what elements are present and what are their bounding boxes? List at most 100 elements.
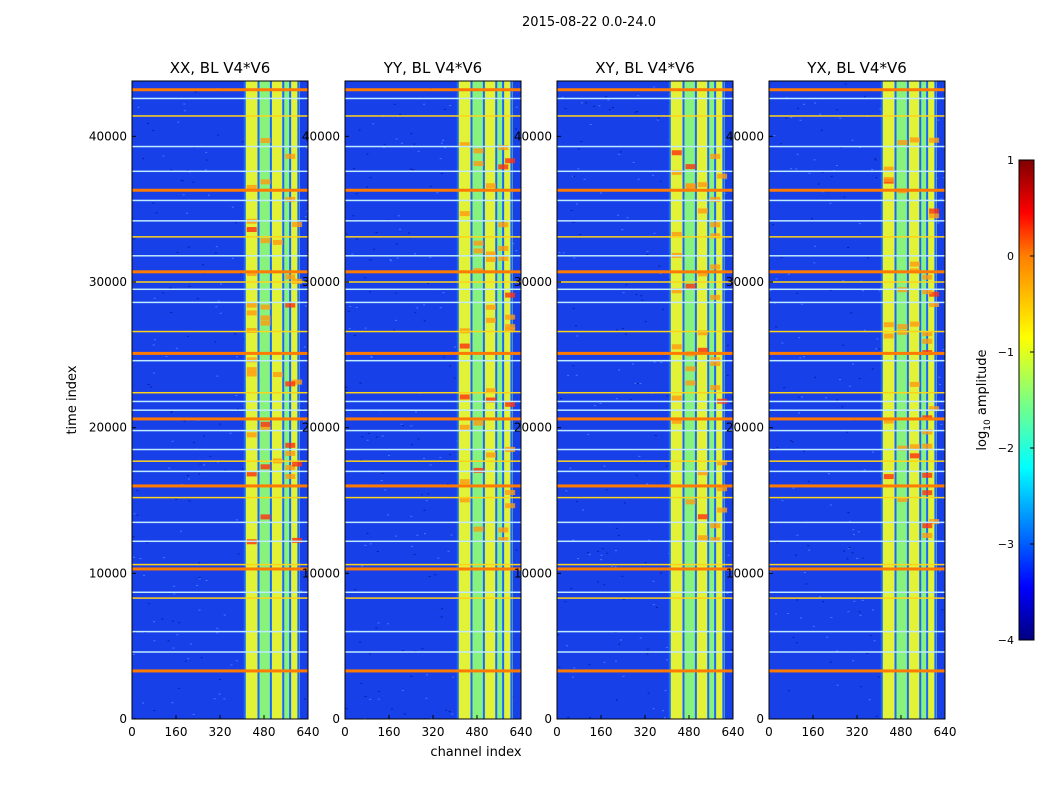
noise-pixel [512,496,515,498]
noise-pixel [410,133,413,135]
noise-pixel [411,444,414,446]
noise-pixel [635,294,638,296]
noise-pixel [203,435,206,437]
noise-pixel [386,623,389,625]
noise-pixel [607,99,610,101]
noise-pixel [364,277,367,279]
noise-pixel [401,649,404,651]
noise-pixel [938,570,941,572]
flagged-row [132,391,308,394]
noise-pixel [614,631,617,633]
flagged-row [132,496,308,499]
band-hotspot [505,489,516,495]
noise-pixel [599,402,602,404]
noise-pixel [611,107,614,109]
flagged-row [557,391,733,394]
noise-pixel [145,542,148,544]
y-tick-label: 10000 [726,566,764,580]
flagged-row [557,97,733,100]
noise-pixel [137,106,140,108]
band-hotspot [929,291,940,297]
noise-pixel [169,287,172,289]
noise-pixel [839,147,842,149]
flagged-row [132,417,308,421]
noise-pixel [788,690,791,692]
noise-pixel [632,363,635,365]
noise-pixel [205,151,208,153]
band-hotspot [505,324,516,330]
band-hotspot [671,288,682,294]
noise-pixel [779,143,782,145]
noise-pixel [375,232,378,234]
band-hotspot [922,472,933,478]
noise-pixel [648,539,651,541]
flagged-row [132,484,308,488]
noise-pixel [429,464,432,466]
noise-pixel [425,674,428,676]
noise-pixel [367,432,370,434]
noise-pixel [162,557,165,559]
noise-pixel [381,472,384,474]
noise-pixel [814,245,817,247]
sub-band-edge [495,81,498,719]
noise-pixel [216,375,219,377]
noise-pixel [414,411,417,413]
noise-pixel [186,169,189,171]
panel-yx: YX, BL V4*V6 0 160 320 480 640 0 10000 20000 3000… [726,59,957,739]
noise-pixel [588,554,591,556]
noise-pixel [176,634,179,636]
noise-pixel [429,256,432,258]
noise-pixel [181,180,184,182]
noise-pixel [352,168,355,170]
flagged-row [132,400,308,403]
noise-pixel [615,527,618,529]
noise-pixel [410,515,413,517]
noise-pixel [851,552,854,554]
noise-pixel [781,342,784,344]
noise-pixel [634,382,637,384]
flagged-row [132,470,308,473]
noise-pixel [398,228,401,230]
band-hotspot [897,140,908,146]
noise-pixel [792,636,795,638]
noise-pixel [726,592,729,594]
flagged-row [132,567,308,571]
noise-pixel [218,423,221,425]
sub-band [291,81,298,719]
band-hotspot [710,361,721,367]
noise-pixel [447,550,450,552]
band-hotspot [697,347,708,353]
band-hotspot [505,503,516,509]
flagged-row [345,484,521,488]
noise-pixel [617,214,620,216]
sub-band-edge [502,81,505,719]
noise-pixel [366,532,369,534]
noise-pixel [171,620,174,622]
flagged-row [557,496,733,499]
noise-pixel [781,500,784,502]
noise-pixel [165,356,168,358]
noise-pixel [400,423,403,425]
flagged-row [345,669,521,673]
noise-pixel [207,194,210,196]
noise-pixel [813,262,816,264]
noise-pixel [801,396,804,398]
noise-pixel [180,179,183,181]
band-hotspot [246,310,257,316]
noise-pixel [347,310,350,312]
x-tick-label: 480 [678,725,701,739]
noise-pixel [603,465,606,467]
noise-pixel [830,616,833,618]
band-hotspot [260,138,271,144]
band-hotspot [710,153,721,159]
noise-pixel [235,660,238,662]
band-hotspot [260,464,271,470]
band-hotspot [505,327,516,333]
x-tick-label: 320 [846,725,869,739]
band-hotspot [710,385,721,391]
y-tick-label: 20000 [726,421,764,435]
noise-pixel [780,256,783,258]
noise-pixel [364,695,367,697]
flagged-row [345,591,521,594]
band-hotspot [505,292,516,298]
